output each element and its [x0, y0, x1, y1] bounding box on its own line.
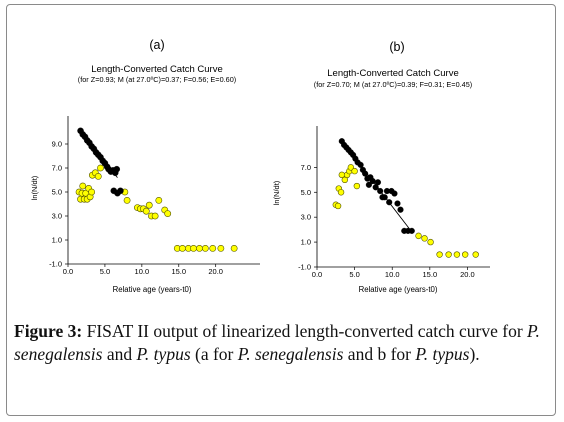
included-point-b — [362, 170, 369, 177]
y-tick-label-a: 7.0 — [52, 164, 62, 173]
included-point-b — [381, 194, 388, 201]
excluded-point-a — [164, 210, 172, 217]
excluded-point-b — [453, 251, 461, 258]
excluded-point-a — [123, 196, 131, 204]
excluded-point-b — [421, 235, 428, 242]
excluded-point-a — [201, 244, 209, 252]
excluded-point-a — [155, 196, 163, 204]
included-point-b — [386, 199, 393, 206]
excluded-point-a — [97, 164, 104, 172]
excluded-point-b — [472, 251, 479, 258]
y-axis-label-b: ln(N/dt) — [272, 180, 281, 205]
excluded-point-b — [436, 251, 443, 258]
included-point-a — [113, 165, 120, 173]
chart-subtitle-b: (for Z=0.70; M (at 27.0ºC)=0.39; F=0.31;… — [314, 80, 472, 89]
chart-title-a: Length-Converted Catch Curve — [91, 64, 223, 75]
y-tick-label-b: 5.0 — [301, 188, 311, 197]
figure-canvas: (a) Length-Converted Catch Curve (for Z=… — [30, 38, 490, 294]
excluded-point-a — [209, 244, 217, 252]
x-tick-label-b: 10.0 — [385, 270, 400, 279]
excluded-point-a — [190, 244, 197, 252]
excluded-point-b — [337, 189, 345, 196]
caption-species-1: P. senegalensis — [14, 321, 540, 364]
x-tick-label-a: 0.0 — [63, 267, 73, 276]
plot-area-b: -1.0 1.0 3.0 5.0 7.0 0.0 5.0 10.0 15.0 20.0 — [298, 126, 490, 279]
excluded-point-a — [142, 207, 150, 215]
y-tick-label-b: -1.0 — [298, 263, 311, 272]
figure-caption: Figure 3: FISAT II output of linearized … — [14, 320, 554, 366]
excluded-point-a — [88, 188, 96, 196]
included-point-b — [408, 227, 415, 234]
caption-text-5: ). — [469, 344, 480, 364]
included-point-b — [369, 178, 376, 185]
excluded-point-a — [217, 244, 225, 252]
excluded-point-a — [179, 244, 186, 252]
included-point-b — [365, 181, 372, 188]
caption-text-3: (a for — [190, 344, 238, 364]
y-tick-label-b: 3.0 — [301, 213, 311, 222]
excluded-point-b — [351, 167, 358, 175]
excluded-point-b — [334, 202, 342, 210]
x-tick-label-a: 20.0 — [208, 267, 223, 276]
excluded-point-b — [445, 251, 452, 258]
y-tick-label-a: 9.0 — [52, 140, 62, 149]
y-tick-label-a: -1.0 — [49, 260, 62, 269]
x-tick-label-b: 0.0 — [312, 270, 322, 279]
excluded-point-a — [230, 244, 238, 252]
y-tick-label-a: 5.0 — [52, 188, 62, 197]
y-tick-label-a: 1.0 — [52, 236, 62, 245]
y-tick-label-b: 1.0 — [301, 238, 311, 247]
x-tick-label-b: 15.0 — [423, 270, 438, 279]
excluded-point-a — [79, 182, 87, 190]
excluded-point-a — [94, 172, 102, 180]
y-tick-label-b: 7.0 — [301, 163, 311, 172]
included-point-b — [397, 206, 404, 213]
chart-title-b: Length-Converted Catch Curve — [327, 68, 459, 79]
x-axis-label-b: Relative age (years-t0) — [359, 285, 438, 294]
included-point-b — [391, 190, 398, 197]
excluded-point-b — [347, 164, 355, 171]
included-point-b — [374, 179, 381, 186]
excluded-point-b — [415, 232, 422, 240]
excluded-point-a — [196, 244, 203, 252]
caption-text-4: and b for — [343, 344, 416, 364]
caption-label: Figure 3: — [14, 321, 83, 341]
caption-species-4: P. typus — [415, 344, 470, 364]
excluded-point-b — [461, 251, 469, 258]
x-axis-label-a: Relative age (years-t0) — [113, 285, 192, 294]
included-point-b — [377, 187, 384, 195]
plot-area-a: -1.0 1.0 3.0 5.0 7.0 9.0 0.0 5.0 10.0 15.0 20.0 — [49, 116, 260, 276]
y-tick-label-a: 3.0 — [52, 212, 62, 221]
panel-b: (b) Length-Converted Catch Curve (for Z=… — [272, 40, 490, 294]
excluded-point-a — [145, 201, 153, 209]
x-tick-label-a: 5.0 — [100, 267, 110, 276]
included-point-a — [117, 187, 124, 195]
excluded-point-b — [427, 238, 434, 246]
y-axis-label-a: ln(N/dt) — [30, 175, 39, 200]
x-tick-label-b: 5.0 — [349, 270, 359, 279]
included-point-b — [394, 200, 401, 207]
figure-frame — [6, 4, 556, 416]
panel-label-b: (b) — [389, 40, 404, 54]
excluded-point-a — [151, 212, 159, 220]
panel-label-a: (a) — [149, 38, 164, 52]
excluded-point-b — [353, 182, 361, 190]
caption-species-3: P. senegalensis — [237, 344, 344, 364]
included-point-b — [357, 161, 364, 168]
panel-a: (a) Length-Converted Catch Curve (for Z=… — [30, 38, 260, 294]
chart-subtitle-a: (for Z=0.93; M (at 27.0ºC)=0.37; F=0.56;… — [78, 75, 236, 84]
caption-species-2: P. typus — [136, 344, 191, 364]
x-tick-label-b: 20.0 — [460, 270, 475, 279]
caption-text-2: and — [102, 344, 137, 364]
included-point-b — [372, 184, 379, 191]
x-tick-label-a: 15.0 — [171, 267, 186, 276]
caption-text-1: FISAT II output of linearized length-con… — [82, 321, 528, 341]
x-tick-label-a: 10.0 — [135, 267, 150, 276]
